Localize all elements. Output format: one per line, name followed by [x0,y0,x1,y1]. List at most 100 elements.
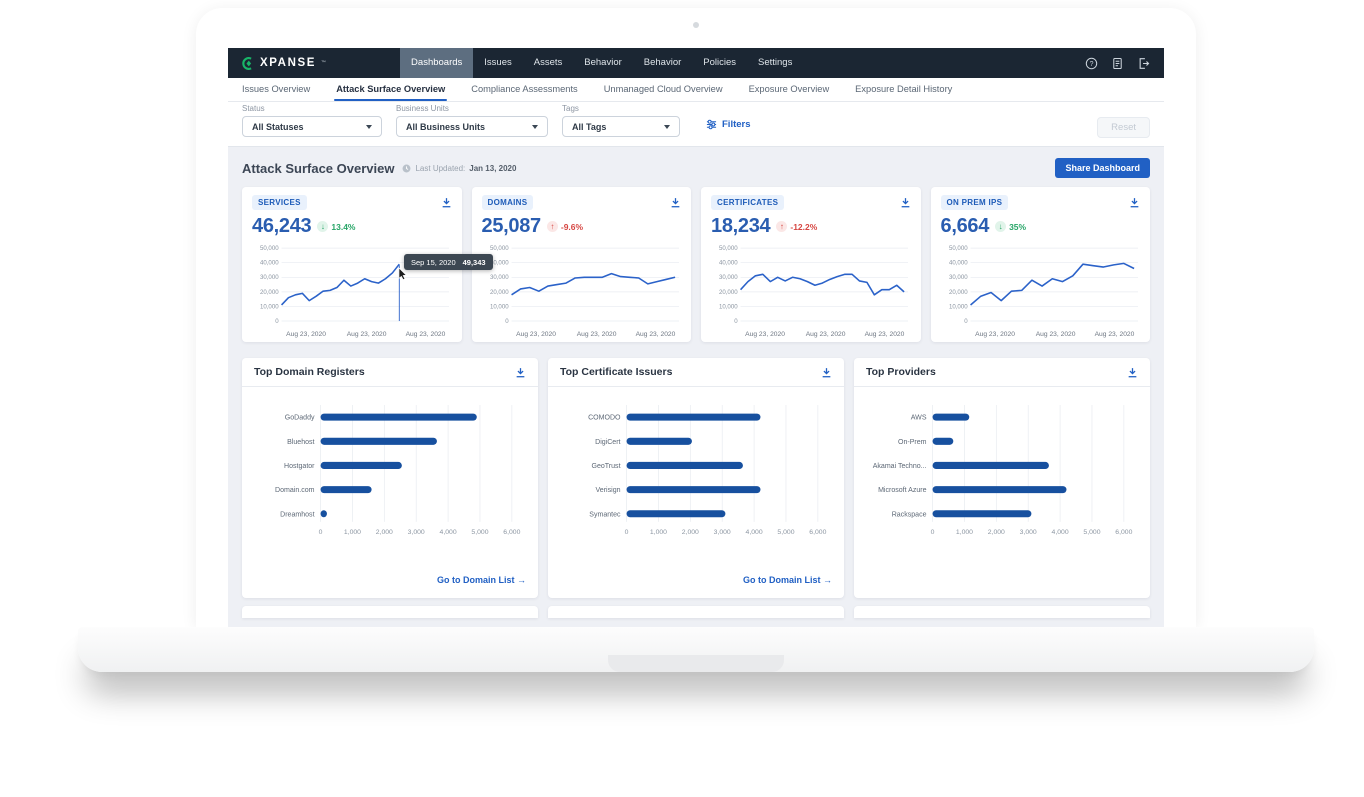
status-select[interactable]: All Statuses [242,116,382,137]
svg-text:1,000: 1,000 [344,529,361,536]
chart-tooltip: Sep 15, 2020 49,343 [404,254,493,270]
kpi-value: 46,243 [252,215,312,237]
tooltip-value: 49,343 [462,257,486,267]
tab-unmanaged-cloud-overview[interactable]: Unmanaged Cloud Overview [603,84,723,94]
svg-text:0: 0 [505,318,509,325]
svg-text:AWS: AWS [911,415,927,422]
horizontal-bar-chart: 0 1,000 2,000 3,000 4,000 5,000 6,000 COMODO Dig… [548,387,844,553]
select-value: All Tags [572,121,607,132]
filters-button[interactable]: Filters [700,118,757,131]
svg-text:Aug 23, 2020: Aug 23, 2020 [286,331,326,338]
svg-text:1,000: 1,000 [956,529,973,536]
card-header: Top Domain Registers [242,358,538,387]
kpi-card-domains: DOMAINS 25,087 ↑ -9.6% 0 10,000 20,000 30,000 40… [471,187,691,344]
svg-text:40,000: 40,000 [719,260,738,267]
brand-logo[interactable]: XPANSE ™ [228,56,340,70]
trend-down-arrow-icon: ↓ [995,221,1007,232]
svg-text:3,000: 3,000 [408,529,425,536]
download-icon[interactable] [821,367,832,378]
select-value: All Business Units [406,121,486,132]
business-units-select[interactable]: All Business Units [396,116,548,137]
svg-text:20,000: 20,000 [719,289,738,296]
svg-text:3,000: 3,000 [1020,529,1037,536]
kpi-card-header: ON PREM IPS [940,195,1141,210]
tags-select[interactable]: All Tags [562,116,680,137]
nav-item-behavior-3[interactable]: Behavior [584,57,622,68]
download-icon[interactable] [900,197,911,208]
kpi-label: ON PREM IPS [940,195,1009,210]
card-title: Top Domain Registers [254,366,365,378]
filter-field-status: Status All Statuses [242,104,382,137]
last-updated-label: Last Updated: [415,163,466,173]
svg-text:30,000: 30,000 [489,274,508,281]
partial-card [242,606,538,618]
svg-text:20,000: 20,000 [260,289,279,296]
nav-item-issues-1[interactable]: Issues [484,57,512,68]
svg-text:3,000: 3,000 [714,529,731,536]
trend-up-arrow-icon: ↑ [776,221,788,232]
trend-down-arrow-icon: ↓ [317,221,329,232]
brand-name: XPANSE [260,57,317,69]
kpi-line-chart[interactable]: 0 10,000 20,000 30,000 40,000 50,000 Aug 23, 2… [252,240,493,344]
tab-attack-surface-overview[interactable]: Attack Surface Overview [334,78,448,101]
partial-card [854,606,1150,618]
download-icon[interactable] [670,197,681,208]
svg-text:40,000: 40,000 [948,260,967,267]
svg-text:0: 0 [275,318,279,325]
logout-icon[interactable] [1137,57,1150,70]
nav-item-policies-5[interactable]: Policies [703,57,737,68]
share-dashboard-button[interactable]: Share Dashboard [1055,158,1150,178]
kpi-card-services: SERVICES 46,243 ↓ 13.4% 0 10,000 20,000 30,000 4… [242,187,493,344]
kpi-value-row: 46,243 ↓ 13.4% [252,215,452,238]
go-to-domain-list-link[interactable]: Go to Domain List → [743,575,832,585]
document-icon[interactable] [1111,57,1124,70]
last-updated: Last Updated: Jan 13, 2020 [402,164,516,173]
svg-text:10,000: 10,000 [260,303,279,310]
svg-text:50,000: 50,000 [260,245,279,252]
svg-text:10,000: 10,000 [948,303,967,310]
tab-exposure-detail-history[interactable]: Exposure Detail History [855,84,953,94]
trend-value: -9.6% [560,221,584,232]
reset-button[interactable]: Reset [1097,117,1150,138]
kpi-value: 25,087 [481,215,542,237]
cursor-pointer-icon [398,267,408,285]
tab-exposure-overview[interactable]: Exposure Overview [748,84,830,94]
horizontal-bar-chart: 0 1,000 2,000 3,000 4,000 5,000 6,000 AWS On-Pre… [854,387,1150,553]
kpi-line-chart[interactable]: 0 10,000 20,000 30,000 40,000 50,000 Aug 23, 2… [711,240,911,344]
svg-text:40,000: 40,000 [489,260,508,267]
download-icon[interactable] [1127,367,1138,378]
tab-issues-overview[interactable]: Issues Overview [242,84,311,94]
bar-card-top_providers: Top Providers 0 1,000 2,000 3,000 4,000 5,000 6… [854,358,1150,598]
kpi-label: SERVICES [252,195,307,210]
laptop-base [78,627,1314,672]
svg-text:Aug 23, 2020: Aug 23, 2020 [635,331,675,338]
svg-text:50,000: 50,000 [489,245,508,252]
tooltip-date: Sep 15, 2020 [411,257,456,267]
download-icon[interactable] [1129,197,1140,208]
nav-item-settings-6[interactable]: Settings [758,57,793,68]
svg-text:On-Prem: On-Prem [898,439,927,446]
nav-item-behavior-4[interactable]: Behavior [643,57,682,68]
nav-item-dashboards-0[interactable]: Dashboards [400,48,474,78]
go-to-domain-list-link[interactable]: Go to Domain List → [437,575,526,585]
svg-text:30,000: 30,000 [719,274,738,281]
svg-text:Symantec: Symantec [589,511,621,518]
kpi-trend: ↑ -12.2% [776,221,817,232]
tab-compliance-assessments[interactable]: Compliance Assessments [471,84,578,94]
help-icon[interactable]: ? [1085,57,1098,70]
sliders-icon [706,119,717,130]
filter-field-business-units: Business Units All Business Units [396,104,548,137]
download-icon[interactable] [441,197,452,208]
svg-text:2,000: 2,000 [988,529,1005,536]
kpi-value: 6,664 [940,215,990,237]
svg-text:6,000: 6,000 [503,529,520,536]
svg-text:0: 0 [964,318,968,325]
svg-text:0: 0 [931,529,935,536]
svg-text:Aug 23, 2020: Aug 23, 2020 [1094,331,1134,338]
download-icon[interactable] [515,367,526,378]
kpi-line-chart[interactable]: 0 10,000 20,000 30,000 40,000 50,000 Aug 23, 2… [482,240,682,344]
kpi-line-chart[interactable]: 0 10,000 20,000 30,000 40,000 50,000 Aug 23, 2… [941,240,1141,344]
nav-item-assets-2[interactable]: Assets [533,57,563,68]
kpi-card-header: SERVICES [252,195,452,210]
app-window: XPANSE ™ Dashboards Issues Assets Behavior Be… [228,48,1164,627]
